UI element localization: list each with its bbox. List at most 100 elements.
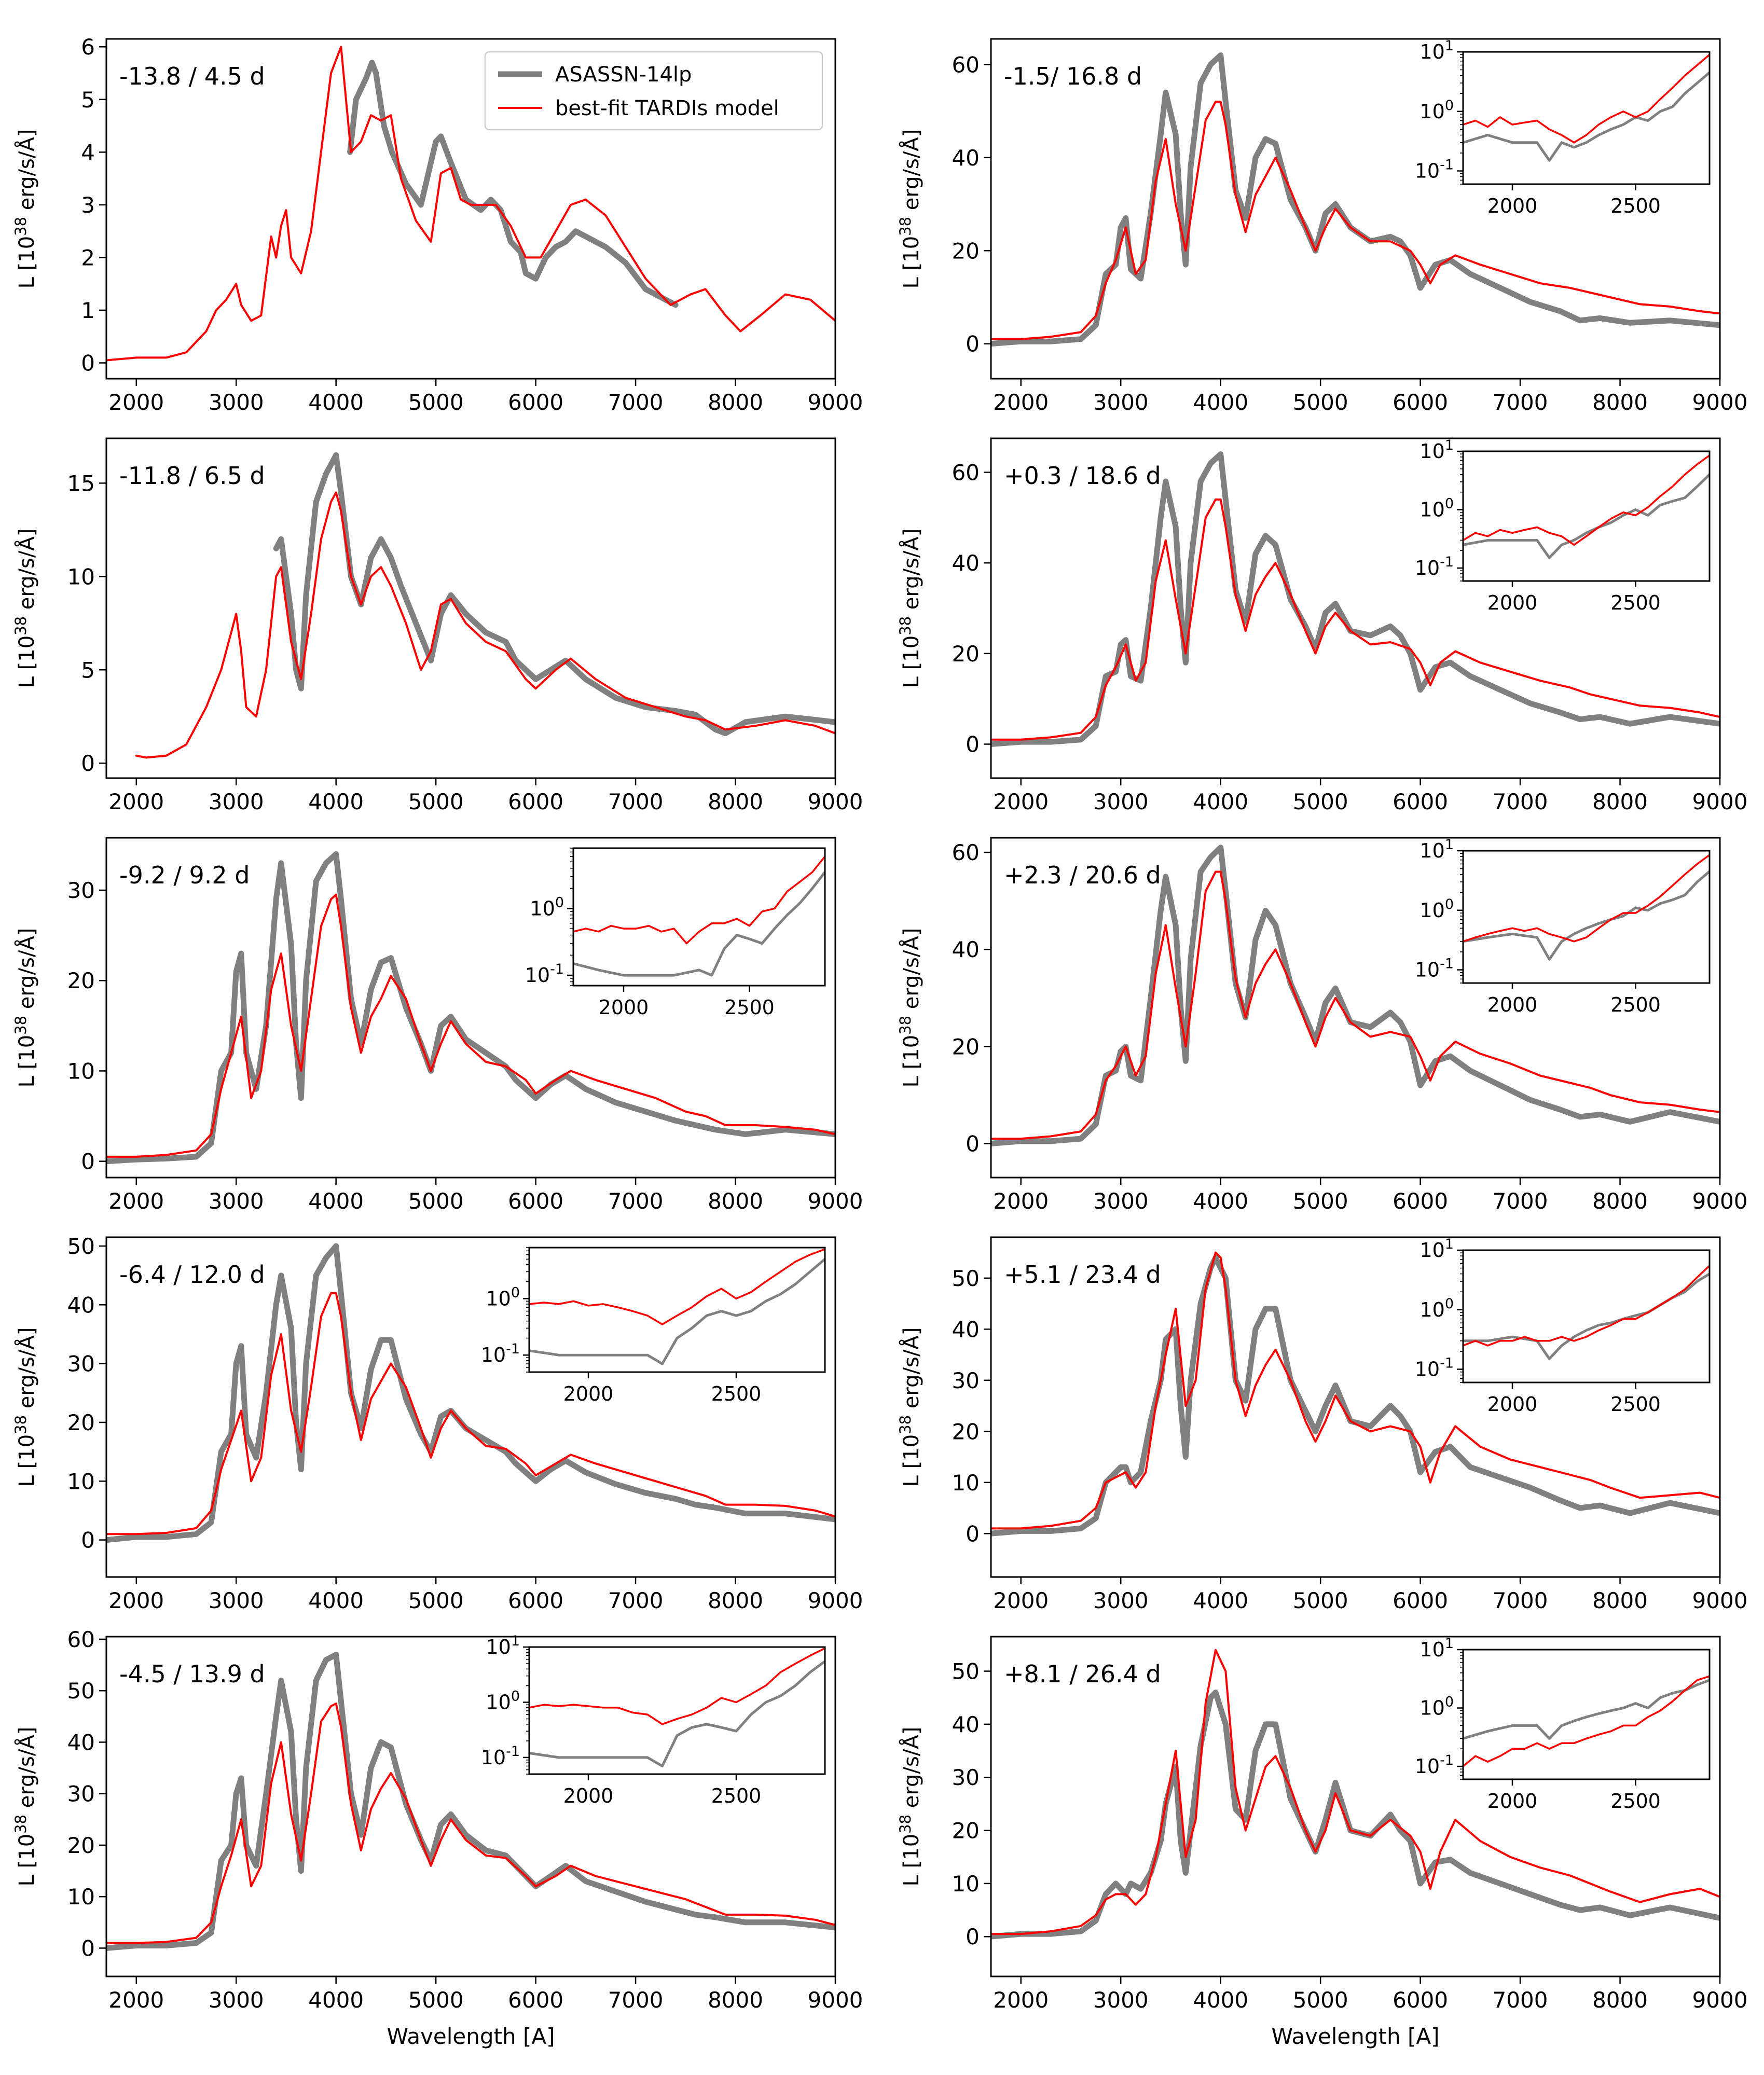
epoch-annotation: -1.5/ 16.8 d — [1004, 62, 1142, 90]
inset-plot-7: 2000 2500 10-1 100 101 — [1415, 837, 1711, 1016]
y-tick-label: 0 — [966, 1131, 980, 1157]
panel-right-1: 2000 3000 4000 5000 6000 7000 8000 9000 0 20 40 60 L… — [897, 38, 1747, 415]
inset-x-tick-label: 2000 — [1487, 1790, 1538, 1813]
inset-y-tick-label: 10-1 — [525, 961, 564, 987]
x-tick-label: 8000 — [708, 390, 763, 415]
x-tick-label: 6000 — [508, 1188, 563, 1214]
x-tick-label: 4000 — [1193, 390, 1248, 415]
epoch-annotation: +0.3 / 18.6 d — [1004, 462, 1161, 490]
y-tick-label: 0 — [81, 1528, 95, 1553]
inset-frame — [528, 1247, 826, 1373]
inset-background — [529, 1248, 825, 1372]
y-tick-label: 15 — [67, 471, 95, 496]
x-tick-label: 7000 — [608, 390, 664, 415]
y-tick-label: 40 — [952, 937, 980, 962]
x-tick-label: 9000 — [1692, 1987, 1748, 2013]
x-tick-label: 6000 — [1393, 1588, 1448, 1613]
y-axis-label: L [1038 erg/s/Å] — [897, 1727, 924, 1887]
inset-y-tick-label: 100 — [1420, 1296, 1454, 1321]
x-tick-label: 3000 — [209, 1188, 264, 1214]
inset-y-tick-label: 101 — [1420, 1636, 1454, 1661]
inset-plot-8: 2000 2500 10-1 100 101 — [1415, 1236, 1711, 1416]
epoch-annotation: +8.1 / 26.4 d — [1004, 1660, 1161, 1688]
y-tick-label: 10 — [952, 1470, 980, 1496]
y-axis-label: L [1038 erg/s/Å] — [897, 928, 924, 1088]
epoch-annotation: -6.4 / 12.0 d — [119, 1261, 265, 1289]
panel-right-5: 2000 3000 4000 5000 6000 7000 8000 9000 0 10 20 30 4… — [897, 1636, 1747, 2049]
inset-series-model — [1463, 854, 1710, 943]
inset-series-model — [1463, 53, 1710, 144]
x-tick-label: 7000 — [1493, 789, 1548, 814]
y-axis-label: L [1038 erg/s/Å] — [897, 1327, 924, 1487]
y-tick-label: 60 — [952, 460, 980, 486]
panel-right-4: 2000 3000 4000 5000 6000 7000 8000 9000 0 10 20 30 4… — [897, 1236, 1747, 1613]
y-tick-label: 50 — [952, 1266, 980, 1291]
series-observed — [106, 851, 835, 1165]
inset-y-tick-label: 101 — [1420, 437, 1454, 463]
x-tick-label: 2000 — [108, 789, 164, 814]
inset-y-tick-label: 10-1 — [1415, 554, 1454, 579]
y-tick-label: 40 — [952, 145, 980, 171]
inset-series-observed — [1463, 71, 1710, 162]
y-tick-label: 5 — [81, 87, 95, 113]
y-tick-label: 10 — [67, 1884, 95, 1910]
y-tick-label: 10 — [67, 564, 95, 589]
epoch-annotation: -13.8 / 4.5 d — [119, 62, 265, 90]
x-tick-label: 3000 — [1093, 1188, 1149, 1214]
x-tick-label: 7000 — [608, 1188, 664, 1214]
y-axis-label: L [1038 erg/s/Å] — [12, 928, 39, 1088]
y-tick-label: 40 — [67, 1292, 95, 1318]
axes-frame — [105, 1636, 836, 1977]
inset-y-tick-label: 101 — [1420, 38, 1454, 63]
inset-frame — [1462, 1649, 1711, 1780]
x-tick-label: 7000 — [608, 789, 664, 814]
inset-series-model — [573, 855, 825, 945]
y-tick-label: 40 — [67, 1730, 95, 1755]
inset-y-tick-label: 10-1 — [481, 1341, 520, 1366]
series-model — [991, 1251, 1720, 1530]
series-model — [991, 1649, 1720, 1935]
inset-background — [1463, 1650, 1710, 1779]
series-observed — [106, 1652, 835, 1951]
inset-series-observed — [529, 1660, 825, 1767]
inset-y-tick-label: 100 — [1420, 1694, 1454, 1720]
inset-frame — [1462, 51, 1711, 185]
x-tick-label: 5000 — [1293, 390, 1348, 415]
x-tick-label: 5000 — [1293, 1987, 1348, 2013]
x-tick-label: 5000 — [408, 1987, 464, 2013]
x-tick-label: 9000 — [1692, 1588, 1748, 1613]
inset-y-tick-label: 100 — [1420, 98, 1454, 123]
series-model — [106, 1703, 835, 1944]
legend-label-model: best-fit TARDIs model — [555, 96, 779, 120]
inset-y-tick-label: 10-1 — [1415, 1355, 1454, 1381]
y-tick-label: 60 — [67, 1627, 95, 1652]
x-tick-label: 6000 — [1393, 1987, 1448, 2013]
x-tick-label: 9000 — [1692, 390, 1748, 415]
inset-x-tick-label: 2000 — [1487, 993, 1538, 1016]
series-observed — [991, 52, 1720, 347]
x-tick-label: 8000 — [1592, 789, 1648, 814]
inset-series-observed — [1463, 473, 1710, 559]
y-tick-label: 30 — [67, 1781, 95, 1807]
x-tick-label: 2000 — [993, 1188, 1049, 1214]
inset-background — [1463, 851, 1710, 983]
epoch-annotation: +2.3 / 20.6 d — [1004, 861, 1161, 889]
inset-series-observed — [573, 870, 825, 977]
y-tick-label: 20 — [952, 1034, 980, 1059]
y-tick-label: 0 — [81, 751, 95, 776]
inset-plot-2: 2000 2500 10-1 100 — [525, 847, 826, 1019]
y-axis-label: L [1038 erg/s/Å] — [12, 1327, 39, 1487]
axes-frame — [990, 1636, 1721, 1977]
x-tick-label: 3000 — [1093, 1987, 1149, 2013]
y-tick-label: 20 — [952, 1419, 980, 1444]
inset-x-tick-label: 2500 — [1610, 1790, 1661, 1813]
inset-plot-3: 2000 2500 10-1 100 — [481, 1247, 826, 1405]
x-tick-label: 2000 — [108, 390, 164, 415]
x-tick-label: 3000 — [209, 789, 264, 814]
inset-x-tick-label: 2000 — [599, 996, 649, 1019]
x-tick-label: 5000 — [408, 1188, 464, 1214]
axes-frame — [105, 38, 836, 380]
y-axis-label: L [1038 erg/s/Å] — [12, 129, 39, 289]
x-tick-label: 5000 — [408, 1588, 464, 1613]
